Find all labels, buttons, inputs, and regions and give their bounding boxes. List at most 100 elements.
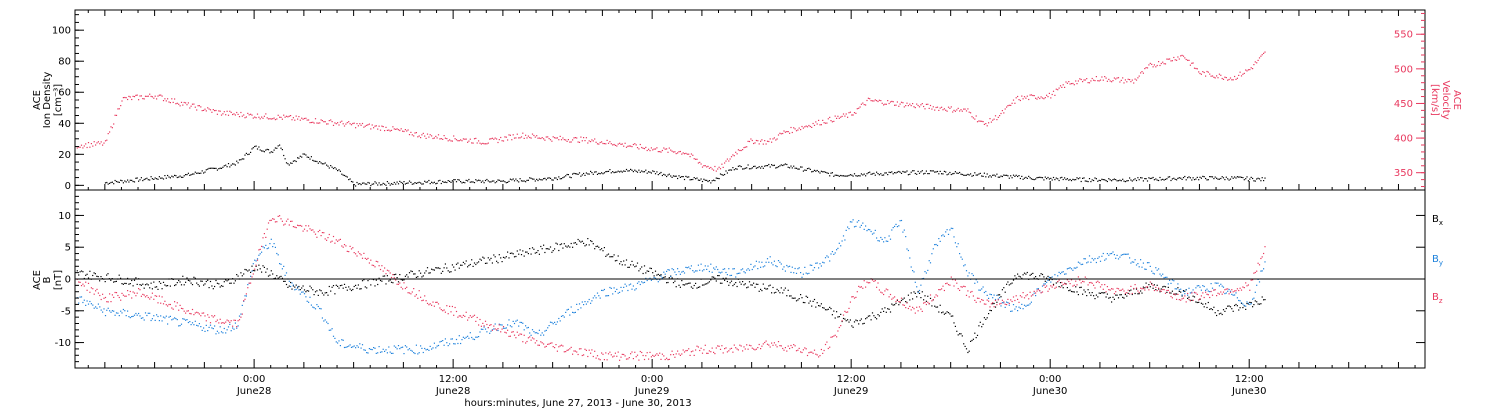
field-series-2-point (657, 354, 659, 356)
density-series-0-point (554, 177, 556, 179)
density-series-0-point (527, 179, 529, 181)
field-series-1-point (86, 300, 88, 302)
field-series-2-point (1209, 296, 1211, 299)
field-series-1-point (388, 346, 390, 348)
field-series-1-point (885, 240, 887, 242)
density-series-0-point (679, 176, 681, 178)
field-series-2-point (1163, 289, 1165, 291)
field-series-1-point (671, 268, 673, 270)
field-series-1-point (1224, 293, 1226, 295)
field-series-0-point (538, 253, 540, 255)
density-series-0-point (1035, 178, 1037, 180)
density-series-0-point (675, 175, 677, 177)
field-series-2-point (927, 301, 929, 303)
field-series-0-point (165, 285, 167, 287)
field-series-0-point (143, 287, 145, 289)
velocity-series-0-point (496, 138, 498, 140)
field-series-0-point (988, 313, 990, 315)
field-series-1-point (1135, 264, 1138, 266)
density-series-0-point (1149, 177, 1151, 180)
density-series-0-point (663, 173, 665, 175)
density-series-0-point (439, 179, 441, 181)
field-series-2-point (355, 253, 357, 255)
field-series-2-point (273, 218, 275, 220)
field-series-0-point (274, 277, 276, 279)
density-series-0-point (476, 180, 478, 182)
field-series-0-point (190, 282, 192, 284)
velocity-series-0-point (178, 103, 180, 105)
field-series-1-point (320, 308, 322, 310)
density-series-0-point (1076, 177, 1078, 179)
density-series-0-point (279, 144, 281, 146)
field-series-2-point (1225, 288, 1227, 290)
density-series-0-point (692, 178, 694, 181)
velocity-series-0-point (677, 152, 679, 154)
field-series-1-point (254, 259, 256, 261)
density-series-0-point (1017, 175, 1019, 178)
field-series-2-point (216, 319, 218, 321)
velocity-series-0-point (847, 116, 849, 118)
field-series-1-point (758, 261, 760, 263)
field-series-0-point (981, 326, 983, 328)
density-series-0-point (888, 171, 890, 173)
field-series-2-point (1008, 302, 1010, 304)
field-series-0-point (621, 264, 623, 266)
velocity-series-0-point (819, 124, 821, 126)
field-series-1-point (950, 227, 952, 229)
field-series-1-point (1217, 282, 1219, 284)
velocity-series-0-point (1131, 79, 1133, 81)
field-series-1-point (811, 264, 813, 266)
density-series-0-point (164, 175, 166, 177)
velocity-series-0-point (782, 132, 784, 135)
velocity-series-0-point (862, 102, 864, 104)
velocity-series-0-point (990, 121, 992, 123)
field-series-0-point (328, 285, 330, 288)
field-series-1-point (809, 264, 811, 266)
field-series-2-point (1043, 284, 1045, 286)
field-series-1-point (334, 337, 336, 339)
field-series-1-point (704, 265, 706, 267)
density-series-0-point (133, 181, 136, 183)
density-series-0-point (744, 167, 746, 169)
field-series-0-point (704, 283, 706, 285)
density-series-0-point (1166, 178, 1168, 180)
field-series-1-point (953, 236, 955, 238)
density-series-0-point (772, 164, 774, 167)
velocity-series-0-point (683, 153, 686, 155)
field-series-1-point (523, 329, 525, 331)
field-series-0-point (836, 311, 838, 313)
field-series-1-point (534, 332, 536, 334)
velocity-series-0-point (525, 134, 527, 136)
velocity-series-0-point (1129, 79, 1131, 81)
field-series-0-point (956, 330, 958, 332)
field-series-2-point (1093, 284, 1095, 286)
field-series-2-point (143, 294, 145, 296)
field-series-1-point (804, 266, 806, 268)
field-series-1-point (1202, 285, 1204, 287)
density-series-0-point (570, 177, 572, 179)
field-series-1-point (92, 304, 94, 306)
velocity-series-0-point (245, 116, 247, 118)
field-series-1-point (838, 242, 840, 244)
field-series-0-point (1199, 298, 1201, 300)
velocity-series-0-point (233, 113, 235, 115)
field-series-2-point (1033, 290, 1035, 292)
field-series-0-point (453, 266, 455, 268)
field-series-2-point (247, 287, 249, 289)
density-series-0-point (1117, 180, 1120, 182)
field-series-2-point (467, 319, 469, 321)
velocity-series-0-point (1155, 66, 1157, 68)
velocity-series-0-point (455, 139, 458, 141)
field-series-2-point (1146, 286, 1149, 288)
velocity-series-0-point (468, 140, 470, 142)
density-series-0-point (1153, 179, 1155, 181)
field-series-1-point (504, 327, 506, 329)
velocity-series-0-point (894, 104, 896, 106)
field-series-0-point (559, 244, 561, 246)
field-series-0-point (1231, 308, 1233, 310)
velocity-series-0-point (1032, 94, 1034, 97)
field-series-2-point (449, 305, 451, 307)
field-series-2-point (1185, 301, 1187, 303)
field-series-1-point (818, 267, 820, 269)
field-series-0-point (863, 322, 865, 324)
